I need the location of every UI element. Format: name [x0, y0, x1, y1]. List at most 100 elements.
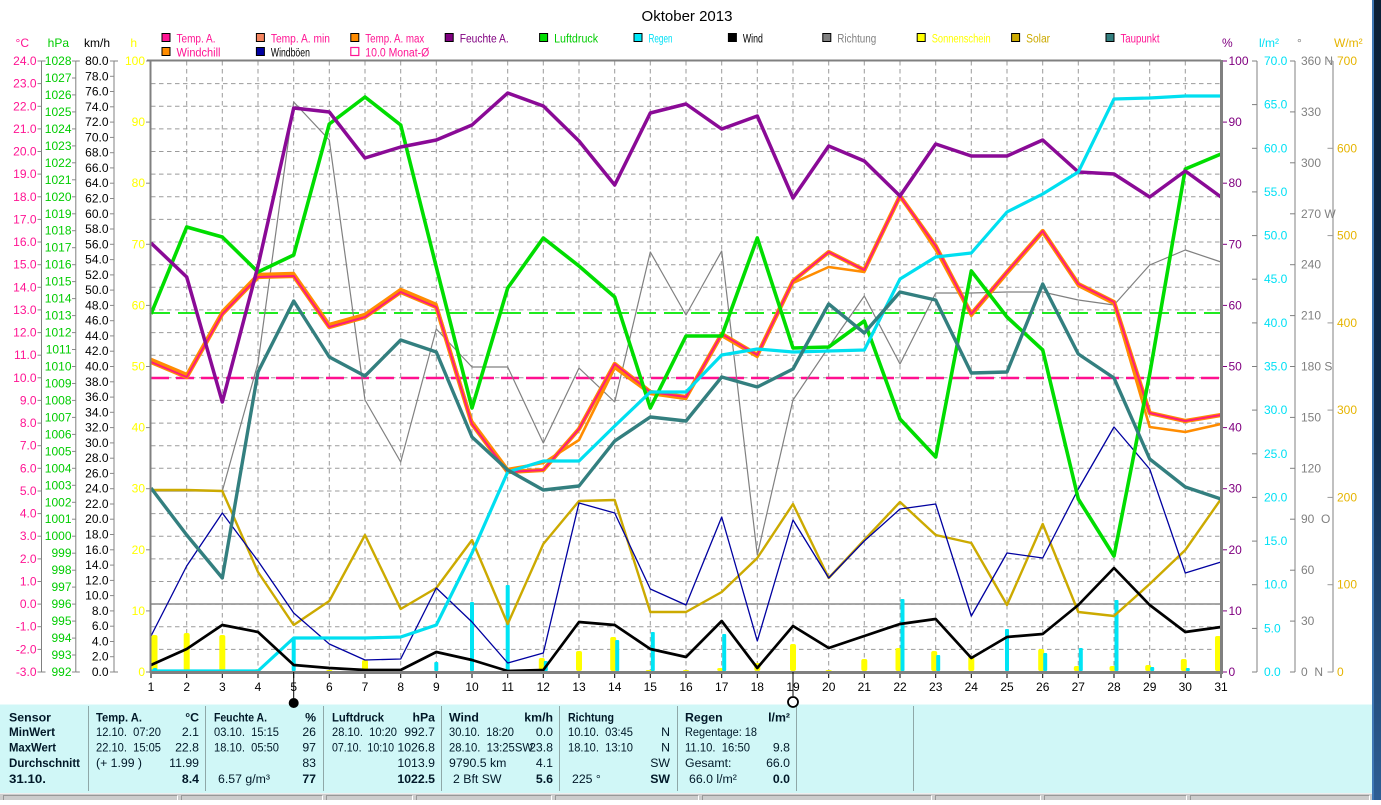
svg-text:7: 7 — [362, 680, 369, 694]
svg-text:22: 22 — [893, 680, 907, 694]
svg-text:32.0: 32.0 — [85, 421, 109, 435]
svg-text:Sonnenschein: Sonnenschein — [932, 34, 991, 46]
svg-text:16.0: 16.0 — [85, 543, 109, 557]
svg-text:0.0: 0.0 — [1264, 665, 1281, 679]
svg-text:1008: 1008 — [45, 393, 72, 407]
svg-text:56.0: 56.0 — [85, 237, 109, 251]
svg-text:11.0: 11.0 — [14, 348, 37, 362]
svg-text:150: 150 — [1301, 410, 1321, 424]
svg-text:MaxWert: MaxWert — [9, 741, 56, 755]
svg-text:80.0: 80.0 — [85, 54, 109, 68]
svg-text:180 S: 180 S — [1301, 360, 1332, 374]
svg-text:1022: 1022 — [45, 156, 72, 170]
svg-text:998: 998 — [51, 563, 71, 577]
svg-text:12.0: 12.0 — [13, 326, 37, 340]
svg-text:5.6: 5.6 — [536, 772, 553, 786]
svg-text:1017: 1017 — [45, 241, 72, 255]
svg-text:1024: 1024 — [45, 122, 72, 136]
svg-text:1023: 1023 — [45, 139, 72, 153]
svg-text:12: 12 — [537, 680, 551, 694]
svg-text:26: 26 — [302, 725, 316, 739]
svg-text:10: 10 — [132, 604, 146, 618]
svg-text:hPa: hPa — [48, 36, 70, 50]
svg-text:16: 16 — [679, 680, 693, 694]
svg-text:Taupunkt: Taupunkt — [1121, 34, 1161, 46]
svg-text:30: 30 — [1229, 482, 1243, 496]
svg-text:17.0: 17.0 — [13, 212, 37, 226]
svg-text:2.1: 2.1 — [182, 725, 199, 739]
svg-text:994: 994 — [51, 631, 71, 645]
svg-text:5.0: 5.0 — [1264, 621, 1281, 635]
svg-text:23.8: 23.8 — [529, 741, 553, 755]
svg-text:31.10.: 31.10. — [9, 772, 46, 786]
svg-text:100: 100 — [1229, 54, 1249, 68]
svg-text:Oktober 2013: Oktober 2013 — [642, 8, 733, 25]
svg-text:03.10. 15:15: 03.10. 15:15 — [214, 725, 279, 739]
svg-text:24: 24 — [965, 680, 979, 694]
svg-text:40.0: 40.0 — [1264, 316, 1288, 330]
svg-text:°C: °C — [185, 711, 199, 725]
svg-text:21.0: 21.0 — [13, 122, 37, 136]
svg-text:27: 27 — [1072, 680, 1086, 694]
svg-text:Richtung: Richtung — [568, 711, 614, 725]
svg-text:24.0: 24.0 — [85, 482, 109, 496]
svg-text:1009: 1009 — [45, 377, 72, 391]
svg-text:240: 240 — [1301, 258, 1321, 272]
svg-text:1025: 1025 — [45, 105, 72, 119]
svg-text:65.0: 65.0 — [1264, 98, 1288, 112]
svg-text:16.0: 16.0 — [13, 235, 37, 249]
svg-text:9: 9 — [433, 680, 440, 694]
svg-text:21: 21 — [858, 680, 872, 694]
svg-text:70: 70 — [132, 237, 146, 251]
svg-text:60.0: 60.0 — [85, 207, 109, 221]
svg-text:km/h: km/h — [524, 711, 553, 725]
svg-text:MinWert: MinWert — [9, 725, 55, 739]
svg-text:Wind: Wind — [449, 711, 479, 725]
svg-text:4.0: 4.0 — [20, 507, 37, 521]
svg-text:8: 8 — [397, 680, 404, 694]
svg-text:0: 0 — [1229, 665, 1236, 679]
svg-text:35.0: 35.0 — [1264, 360, 1288, 374]
svg-text:18.10. 13:10: 18.10. 13:10 — [568, 741, 633, 755]
svg-text:°: ° — [1297, 36, 1302, 50]
svg-text:1026.8: 1026.8 — [397, 741, 435, 755]
svg-text:14.0: 14.0 — [85, 558, 109, 572]
svg-text:77: 77 — [302, 772, 316, 786]
svg-text:30.0: 30.0 — [85, 436, 109, 450]
svg-text:1018: 1018 — [45, 224, 72, 238]
svg-text:13.0: 13.0 — [13, 303, 37, 317]
svg-text:70.0: 70.0 — [1264, 54, 1288, 68]
svg-text:4.1: 4.1 — [536, 756, 553, 770]
svg-text:22.0: 22.0 — [13, 99, 37, 113]
svg-text:200: 200 — [1337, 490, 1357, 504]
svg-text:2.0: 2.0 — [92, 650, 109, 664]
svg-text:12.10. 07:20: 12.10. 07:20 — [96, 725, 161, 739]
svg-text:60: 60 — [1301, 563, 1315, 577]
svg-text:50.0: 50.0 — [85, 283, 109, 297]
svg-text:83: 83 — [302, 756, 316, 770]
svg-text:40: 40 — [1229, 421, 1243, 435]
svg-text:1001: 1001 — [45, 512, 72, 526]
svg-text:0.0: 0.0 — [773, 772, 790, 786]
svg-text:1015: 1015 — [45, 275, 72, 289]
svg-text:Temp. A.: Temp. A. — [177, 34, 216, 46]
svg-text:14.0: 14.0 — [13, 280, 37, 294]
svg-text:22.8: 22.8 — [175, 741, 199, 755]
svg-text:9.0: 9.0 — [20, 393, 37, 407]
svg-text:18.0: 18.0 — [85, 528, 109, 542]
svg-text:1016: 1016 — [45, 258, 72, 272]
svg-text:10.0 Monat-Ø: 10.0 Monat-Ø — [365, 48, 429, 60]
svg-text:72.0: 72.0 — [85, 115, 109, 129]
svg-text:07.10. 10:10: 07.10. 10:10 — [332, 741, 394, 755]
svg-text:hPa: hPa — [412, 711, 435, 725]
svg-text:1020: 1020 — [45, 190, 72, 204]
svg-text:-2.0: -2.0 — [16, 642, 37, 656]
svg-text:11: 11 — [501, 680, 514, 694]
svg-text:%: % — [1222, 36, 1233, 50]
svg-text:20.0: 20.0 — [1264, 490, 1288, 504]
svg-text:N: N — [661, 725, 670, 739]
svg-text:10.10. 03:45: 10.10. 03:45 — [568, 725, 633, 739]
svg-text:°C: °C — [16, 36, 30, 50]
svg-text:(+ 1.99 ): (+ 1.99 ) — [96, 756, 142, 770]
svg-text:50.0: 50.0 — [1264, 229, 1288, 243]
